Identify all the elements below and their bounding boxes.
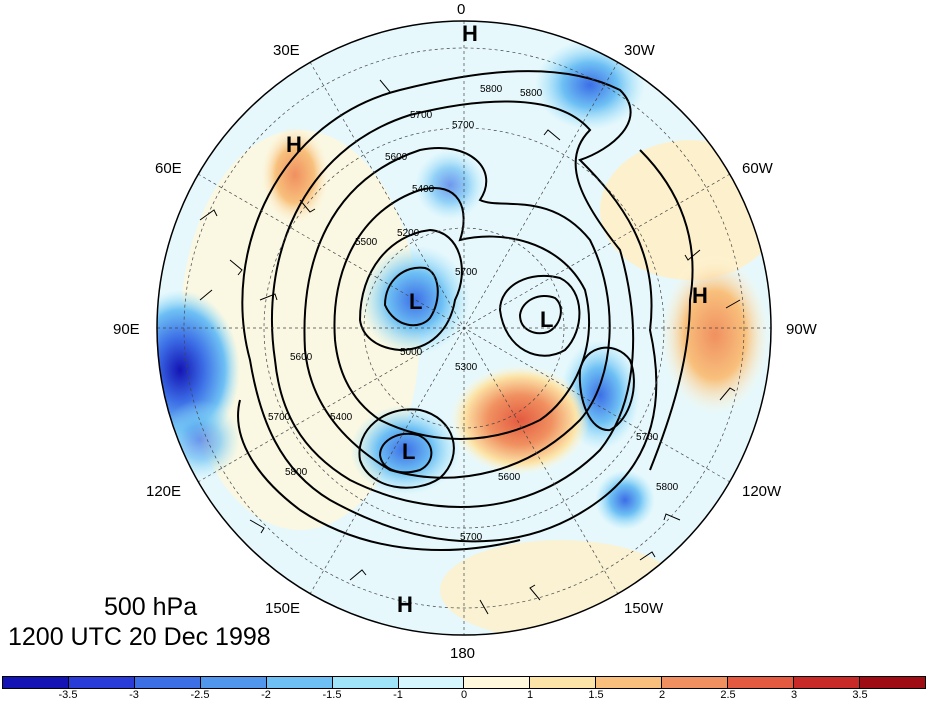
valid-time-label: 1200 UTC 20 Dec 1998: [8, 623, 271, 651]
lon-label-120e: 120E: [146, 483, 181, 500]
low-center-label: L: [540, 307, 553, 332]
colorbar-tick-label: -3.5: [58, 689, 78, 701]
colorbar-tick-label: 1: [526, 689, 534, 701]
colorbar-segment: [3, 677, 69, 688]
lon-label-120w: 120W: [742, 483, 782, 500]
high-center-label: H: [462, 21, 478, 46]
low-center-label: L: [402, 439, 415, 464]
colorbar-tick-label: 2.5: [720, 689, 736, 701]
graticule: [157, 21, 771, 635]
lon-label-60w: 60W: [742, 160, 774, 177]
contour-label: 5700: [455, 267, 478, 278]
contour-label: 5300: [455, 362, 478, 373]
colorbar-tick-label: 3.5: [852, 689, 868, 701]
contour-label: 5500: [355, 237, 378, 248]
lon-label-150e: 150E: [265, 600, 300, 617]
contour-label: 5600: [498, 472, 521, 483]
contour-label: 5400: [330, 412, 353, 423]
colorbar-segment: [266, 677, 333, 688]
contour-label: 5700: [268, 412, 291, 423]
lon-label-180: 180: [450, 645, 475, 662]
polar-stereographic-map: 0 30W 60W 90W 120W 150W 180 150E 120E 90…: [113, 1, 818, 662]
colorbar-tick-labels: -3.5 -3 -2.5 -2 -1.5 -1 0 1 1.5 2 2.5 3 3.5: [2, 689, 926, 702]
lon-label-90w: 90W: [786, 321, 818, 338]
colorbar-segment: [596, 677, 663, 688]
contour-label: 5200: [397, 228, 420, 239]
colorbar-tick-label: -2: [261, 689, 271, 701]
map-boundary: [156, 20, 772, 636]
colorbar-tick-label: 3: [790, 689, 798, 701]
height-contours: [237, 70, 694, 551]
contour-label: 5800: [285, 467, 308, 478]
pressure-level-label: 500 hPa: [104, 593, 198, 621]
colorbar-segment: [200, 677, 267, 688]
colorbar-segment: [464, 677, 531, 688]
lon-label-150w: 150W: [624, 600, 664, 617]
contour-label: 5800: [656, 482, 679, 493]
pressure-centers: H H H H L L L: [286, 21, 708, 617]
low-center-label: L: [409, 289, 422, 314]
colorbar-tick-label: -1: [393, 689, 403, 701]
colorbar-tick-label: -3: [129, 689, 139, 701]
colorbar-tick-label: -1.5: [322, 689, 342, 701]
contour-label: 5800: [480, 84, 503, 95]
colorbar-segment: [332, 677, 399, 688]
colorbar-tick-label: -2.5: [190, 689, 210, 701]
contour-label: 5700: [452, 120, 475, 131]
lon-label-30w: 30W: [624, 42, 656, 59]
colorbar-segment: [794, 677, 860, 688]
longitude-labels: 0 30W 60W 90W 120W 150W 180 150E 120E 90…: [113, 1, 818, 662]
contour-label: 5700: [636, 432, 659, 443]
lon-label-30e: 30E: [273, 42, 300, 59]
contour-label: 5800: [520, 88, 543, 99]
contour-label: 5600: [385, 152, 408, 163]
map-caption: 500 hPa 1200 UTC 20 Dec 1998: [8, 592, 271, 652]
colorbar: [2, 676, 926, 689]
colorbar-segment: [662, 677, 729, 688]
colorbar-tick-label: 2: [658, 689, 666, 701]
high-center-label: H: [286, 132, 302, 157]
wind-barbs: [199, 79, 741, 615]
colorbar-tick-label: 1.5: [588, 689, 604, 701]
anomaly-shading: [157, 21, 771, 635]
contour-label: 5000: [400, 347, 423, 358]
lon-label-0: 0: [457, 1, 465, 18]
contour-label: 5400: [412, 184, 435, 195]
colorbar-segment: [859, 677, 925, 688]
contour-label: 5600: [290, 352, 313, 363]
colorbar-segment: [68, 677, 135, 688]
colorbar-segment: [398, 677, 465, 688]
contour-label: 5700: [410, 110, 433, 121]
contour-label: 5700: [460, 532, 483, 543]
colorbar-segment: [728, 677, 795, 688]
contour-labels: 5800 5800 5700 5700 5600 5400 5200 5500 …: [268, 84, 679, 543]
colorbar-segment: [530, 677, 597, 688]
lon-label-90e: 90E: [113, 321, 140, 338]
high-center-label: H: [692, 283, 708, 308]
high-center-label: H: [397, 592, 413, 617]
colorbar-tick-label: 0: [460, 689, 468, 701]
colorbar-segment: [134, 677, 201, 688]
lon-label-60e: 60E: [155, 160, 182, 177]
